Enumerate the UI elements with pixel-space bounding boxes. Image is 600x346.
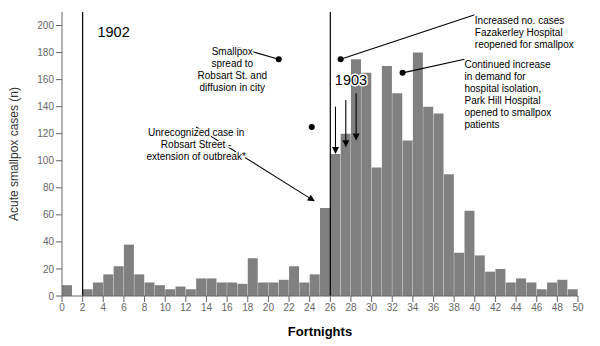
svg-text:200: 200	[37, 20, 54, 31]
svg-text:42: 42	[490, 302, 502, 313]
svg-text:4: 4	[100, 302, 106, 313]
svg-text:100: 100	[37, 155, 54, 166]
svg-text:16: 16	[222, 302, 234, 313]
svg-text:0: 0	[59, 302, 65, 313]
svg-text:Fortnights: Fortnights	[288, 324, 352, 339]
svg-text:50: 50	[572, 302, 584, 313]
svg-text:180: 180	[37, 47, 54, 58]
svg-text:34: 34	[407, 302, 419, 313]
svg-text:0: 0	[48, 291, 54, 302]
svg-text:12: 12	[180, 302, 192, 313]
svg-text:1903: 1903	[335, 72, 367, 88]
svg-text:36: 36	[428, 302, 440, 313]
svg-text:160: 160	[37, 74, 54, 85]
svg-text:Increased no. casesFazakerley: Increased no. casesFazakerley Hospitalre…	[475, 15, 574, 50]
svg-text:2: 2	[80, 302, 86, 313]
svg-text:48: 48	[552, 302, 564, 313]
svg-text:32: 32	[387, 302, 399, 313]
svg-text:14: 14	[201, 302, 213, 313]
svg-text:Unrecognized case inRobsart St: Unrecognized case inRobsart Street -exte…	[146, 127, 246, 162]
svg-text:44: 44	[511, 302, 523, 313]
svg-text:40: 40	[43, 236, 55, 247]
svg-text:20: 20	[263, 302, 275, 313]
svg-text:30: 30	[366, 302, 378, 313]
svg-text:26: 26	[325, 302, 337, 313]
svg-text:20: 20	[43, 264, 55, 275]
svg-text:24: 24	[304, 302, 316, 313]
svg-text:60: 60	[43, 209, 55, 220]
svg-text:140: 140	[37, 101, 54, 112]
svg-text:1902: 1902	[97, 24, 129, 40]
svg-text:Continued increasein demand fo: Continued increasein demand forhospital …	[464, 59, 551, 130]
svg-text:10: 10	[160, 302, 172, 313]
svg-text:46: 46	[531, 302, 543, 313]
svg-text:8: 8	[142, 302, 148, 313]
svg-text:80: 80	[43, 182, 55, 193]
svg-text:40: 40	[469, 302, 481, 313]
svg-text:28: 28	[345, 302, 357, 313]
svg-text:Smallpoxspread toRobsart St. a: Smallpoxspread toRobsart St. anddiffusio…	[198, 46, 267, 93]
svg-text:Acute smallpox cases (n): Acute smallpox cases (n)	[8, 87, 21, 221]
svg-text:22: 22	[283, 302, 295, 313]
svg-text:18: 18	[242, 302, 254, 313]
svg-text:38: 38	[449, 302, 461, 313]
svg-text:6: 6	[121, 302, 127, 313]
svg-text:120: 120	[37, 128, 54, 139]
